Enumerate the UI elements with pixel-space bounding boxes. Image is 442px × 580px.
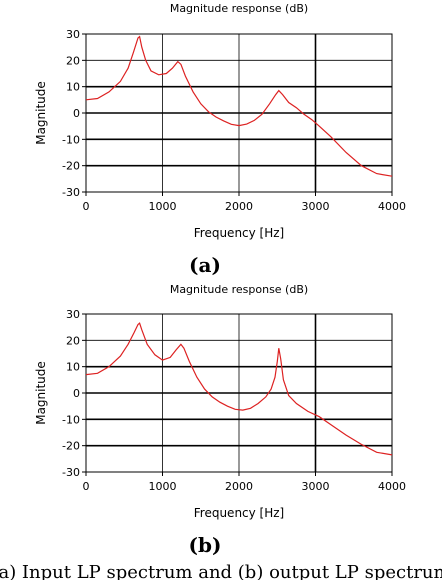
chart-a-title: Magnitude response (dB) <box>170 2 308 15</box>
chart-b-panel-label: (b) <box>189 533 222 557</box>
chart-a-ytick-label: 10 <box>66 81 80 94</box>
chart-a-panel-label: (a) <box>189 253 221 277</box>
chart-a-ytick-label: -30 <box>62 186 80 199</box>
figure-caption: (a) Input LP spectrum and (b) output LP … <box>0 562 442 580</box>
chart-a-ytick-label: 20 <box>66 54 80 67</box>
chart-a-xtick-label: 3000 <box>302 200 330 213</box>
chart-a-ytick-label: 0 <box>73 107 80 120</box>
chart-a-ytick-label: -20 <box>62 160 80 173</box>
chart-b-xtick-label: 2000 <box>225 480 253 493</box>
chart-a-grid <box>86 34 392 192</box>
chart-a-series-line <box>85 35 393 177</box>
chart-b-xtick-label: 0 <box>83 480 90 493</box>
chart-b-xtick-label: 1000 <box>149 480 177 493</box>
chart-a-y-ticks: 30 20 10 0 -10 -20 -30 <box>62 28 86 199</box>
chart-a-xtick-label: 4000 <box>378 200 406 213</box>
chart-b-ytick-label: -30 <box>62 466 80 479</box>
chart-a-ytick-label: 30 <box>66 28 80 41</box>
chart-b-ytick-label: 10 <box>66 361 80 374</box>
chart-b-series-line <box>85 322 393 456</box>
chart-b-ytick-label: -10 <box>62 413 80 426</box>
chart-a-xtick-label: 2000 <box>225 200 253 213</box>
chart-b-xtick-label: 3000 <box>302 480 330 493</box>
chart-a-xtick-label: 1000 <box>149 200 177 213</box>
chart-a-ylabel: Magnitude <box>34 81 48 145</box>
chart-b-ytick-label: -20 <box>62 440 80 453</box>
chart-b-ytick-label: 30 <box>66 308 80 321</box>
chart-a-ytick-label: -10 <box>62 133 80 146</box>
chart-a-x-ticks: 0 1000 2000 3000 4000 <box>83 192 406 213</box>
chart-b-ylabel: Magnitude <box>34 361 48 425</box>
chart-panel-b: Magnitude response (dB) 30 20 10 0 -10 -20 -30… <box>34 283 406 557</box>
chart-b-xlabel: Frequency [Hz] <box>194 506 285 520</box>
chart-a-xtick-label: 0 <box>83 200 90 213</box>
chart-b-xtick-label: 4000 <box>378 480 406 493</box>
chart-b-x-ticks: 0 1000 2000 3000 4000 <box>83 472 406 493</box>
chart-b-ytick-label: 20 <box>66 334 80 347</box>
chart-panel-a: Magnitude response (dB) 30 20 10 0 -10 -20 -30… <box>34 2 406 277</box>
chart-b-y-ticks: 30 20 10 0 -10 -20 -30 <box>62 308 86 479</box>
chart-b-ytick-label: 0 <box>73 387 80 400</box>
chart-b-title: Magnitude response (dB) <box>170 283 308 296</box>
chart-a-xlabel: Frequency [Hz] <box>194 226 285 240</box>
chart-b-grid <box>86 314 392 472</box>
